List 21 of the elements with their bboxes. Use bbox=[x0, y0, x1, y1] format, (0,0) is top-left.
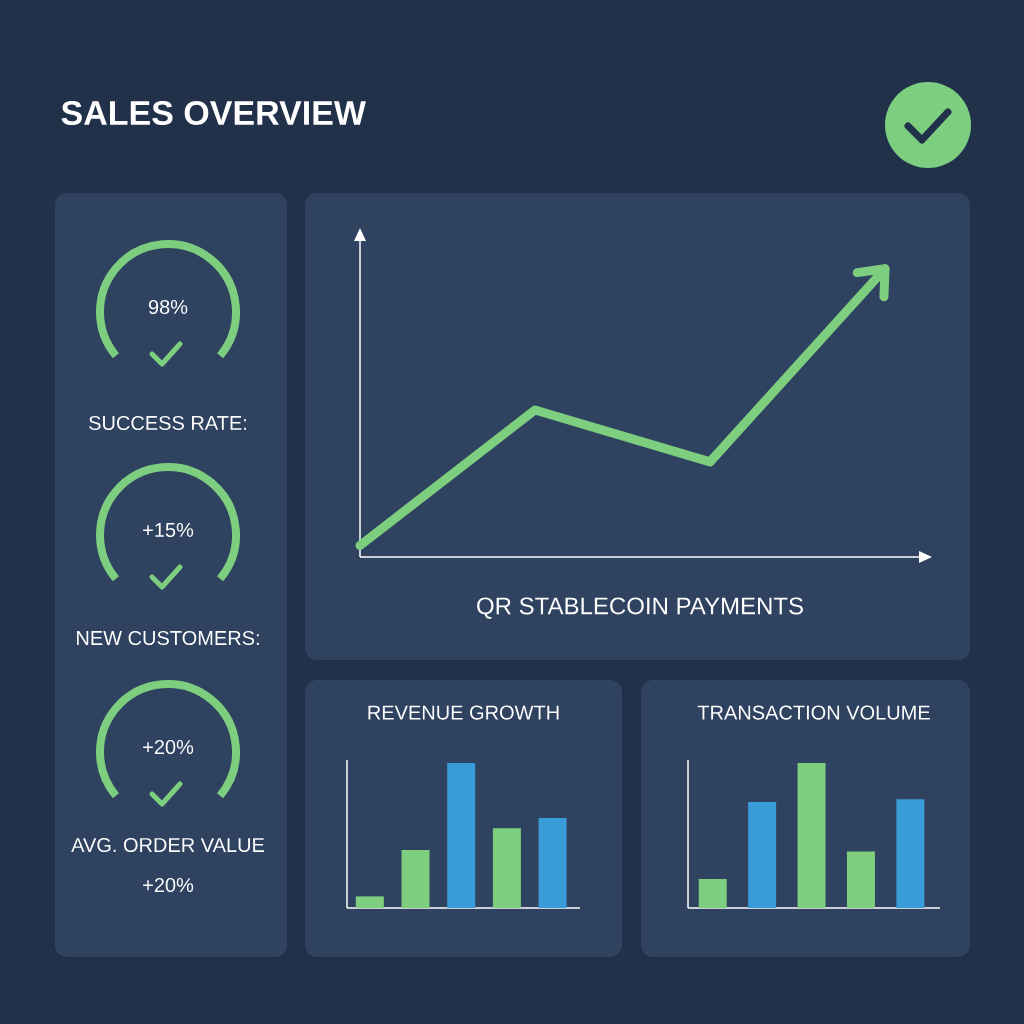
text: SUCCESS RATE: bbox=[89, 415, 247, 431]
text: NEW CUSTOMERS: bbox=[77, 630, 259, 646]
bar bbox=[698, 878, 727, 908]
text: QR STABLECOIN PAYMENTS bbox=[477, 597, 803, 619]
text: SALES OVERVIEW bbox=[61, 100, 366, 126]
text: +15% bbox=[143, 522, 194, 538]
bar bbox=[355, 896, 384, 908]
text: +20% bbox=[143, 739, 194, 755]
text: +20% bbox=[143, 877, 194, 893]
text: AVG. ORDER VALUE bbox=[71, 837, 265, 853]
text: 98% bbox=[148, 299, 188, 315]
bar bbox=[447, 762, 476, 908]
bar bbox=[896, 799, 925, 908]
chart-title: REVENUE GROWTH bbox=[368, 705, 559, 720]
bar bbox=[492, 828, 521, 908]
bar bbox=[748, 802, 777, 908]
bar bbox=[538, 818, 567, 908]
bar bbox=[846, 851, 875, 908]
bar bbox=[401, 849, 430, 908]
chart-title: TRANSACTION VOLUME bbox=[697, 705, 930, 720]
bar bbox=[797, 762, 826, 908]
